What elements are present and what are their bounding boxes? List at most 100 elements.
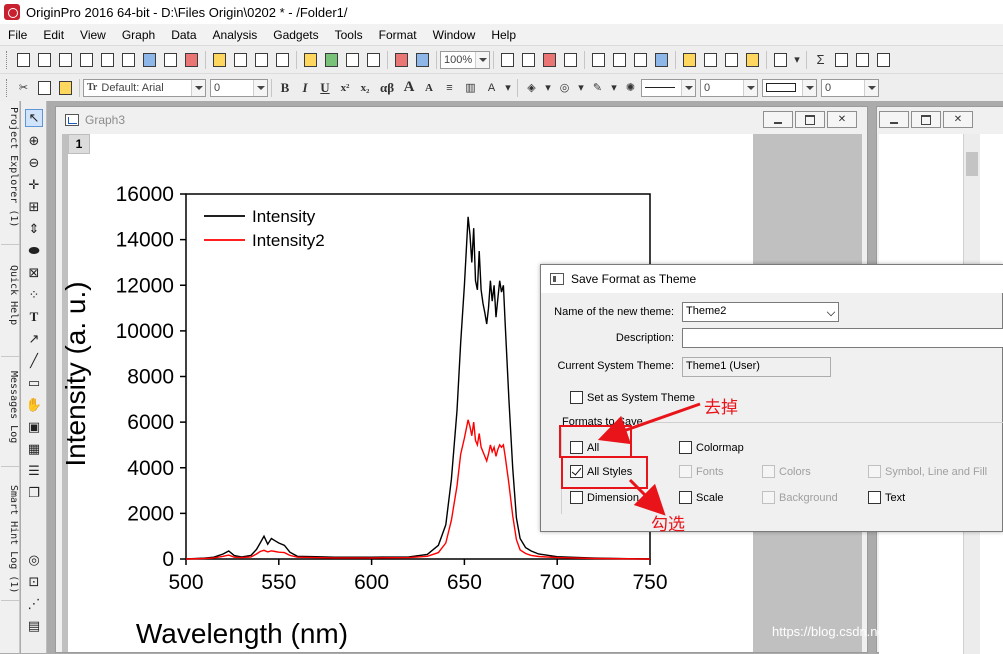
superscript-button[interactable]: x² <box>340 81 350 94</box>
chevron-down-icon[interactable] <box>743 79 757 96</box>
pointer-icon[interactable]: ↖ <box>25 109 43 127</box>
spectrum-chart[interactable]: 500 550 600 650 700 750 0 2000 4000 6000 8000 10000… <box>55 106 755 653</box>
menu-data[interactable]: Data <box>171 27 197 42</box>
sort-icon[interactable] <box>832 50 851 69</box>
script-window-icon[interactable] <box>701 50 720 69</box>
insert-formula-icon[interactable]: ⋰ <box>27 596 41 611</box>
checkbox-box[interactable] <box>679 441 692 454</box>
print-icon[interactable] <box>498 50 517 69</box>
fill-color-icon[interactable]: ◈ <box>527 82 536 94</box>
results-log-icon[interactable] <box>610 50 629 69</box>
font-size-combo[interactable]: 0 <box>210 78 268 97</box>
fonts-checkbox[interactable]: Fonts <box>679 465 724 478</box>
new-folder-icon[interactable] <box>35 50 54 69</box>
zoom-out-icon[interactable]: ⊖ <box>28 155 40 170</box>
scrollbar-thumb[interactable] <box>966 152 978 176</box>
insert-object-icon[interactable]: ⊡ <box>28 574 40 589</box>
new-project-icon[interactable] <box>14 50 33 69</box>
menu-view[interactable]: View <box>80 27 106 42</box>
italic-button[interactable]: I <box>302 79 308 95</box>
checkbox-box[interactable] <box>762 465 775 478</box>
draw-data-icon[interactable]: ⁘ <box>28 287 40 302</box>
sum-icon[interactable]: Σ <box>816 52 825 67</box>
mask-icon[interactable]: ⬬ <box>28 243 40 258</box>
border-style-combo[interactable] <box>762 78 817 97</box>
arrow-tool-icon[interactable]: ↗ <box>28 331 40 346</box>
checkbox-box[interactable] <box>762 491 775 504</box>
chevron-down-icon[interactable] <box>864 79 878 96</box>
paste-icon[interactable] <box>56 78 75 97</box>
move-layer-icon[interactable]: ☰ <box>28 463 40 478</box>
apps-icon[interactable] <box>722 50 741 69</box>
screen-reader-icon[interactable]: ✛ <box>28 177 40 192</box>
import-wizard-icon[interactable] <box>364 50 383 69</box>
checkbox-box[interactable] <box>868 491 881 504</box>
insert-worksheet-icon[interactable]: ▤ <box>27 618 41 633</box>
series-line-intensity2[interactable] <box>185 419 651 560</box>
chevron-down-icon[interactable] <box>681 79 695 96</box>
menu-analysis[interactable]: Analysis <box>212 27 258 42</box>
menu-tools[interactable]: Tools <box>334 27 363 42</box>
line-tool-icon[interactable]: ╱ <box>30 353 38 368</box>
chevron-down-icon[interactable] <box>191 79 205 96</box>
line-color-icon[interactable]: ✎ <box>592 82 603 94</box>
toolbar-overflow-icon[interactable]: ▾ <box>794 54 800 66</box>
close-button[interactable] <box>827 111 857 128</box>
chevron-down-icon[interactable]: ▾ <box>611 82 617 94</box>
new-graph-icon[interactable] <box>98 50 117 69</box>
colors-checkbox[interactable]: Colors <box>762 465 811 478</box>
font-combo[interactable]: Tr Default: Arial <box>83 78 206 97</box>
insert-graph-icon[interactable]: ▣ <box>27 419 41 434</box>
menu-file[interactable]: File <box>8 27 28 42</box>
new-layout-icon[interactable] <box>161 50 180 69</box>
data-filter-icon[interactable] <box>680 50 699 69</box>
add-column-icon[interactable] <box>771 50 790 69</box>
menu-edit[interactable]: Edit <box>43 27 65 42</box>
graph-titlebar[interactable]: Graph3 <box>56 107 867 133</box>
symbol-icon[interactable]: ✺ <box>625 82 636 94</box>
maximize-button[interactable] <box>911 111 941 128</box>
new-notes-icon[interactable] <box>182 50 201 69</box>
minimize-button[interactable] <box>879 111 909 128</box>
zoom-combo[interactable]: 100% <box>440 50 490 69</box>
tab-quick-help[interactable]: Quick Help <box>1 261 19 357</box>
code-builder-icon[interactable] <box>652 50 671 69</box>
copy-page-icon[interactable] <box>540 50 559 69</box>
more-icon[interactable] <box>874 50 893 69</box>
menu-graph[interactable]: Graph <box>121 27 156 42</box>
refresh-icon[interactable] <box>519 50 538 69</box>
checkbox-box[interactable] <box>570 441 583 454</box>
layer-stack-icon[interactable]: ❐ <box>28 485 40 500</box>
save-project-icon[interactable] <box>252 50 271 69</box>
chevron-down-icon[interactable] <box>253 79 267 96</box>
colormap-checkbox[interactable]: Colormap <box>679 441 744 454</box>
import-csv-icon[interactable] <box>322 50 341 69</box>
import-excel-icon[interactable] <box>343 50 362 69</box>
menu-format[interactable]: Format <box>378 27 417 42</box>
all-styles-checkbox[interactable]: All Styles <box>570 465 632 478</box>
open-template-icon[interactable] <box>231 50 250 69</box>
checkbox-box[interactable] <box>679 465 692 478</box>
statistics-icon[interactable] <box>853 50 872 69</box>
new-workbook-icon[interactable] <box>56 50 75 69</box>
data-reader-icon[interactable]: ⊞ <box>28 199 40 214</box>
tab-messages-log[interactable]: Messages Log <box>1 367 19 467</box>
dimension-checkbox[interactable]: Dimension <box>570 491 639 504</box>
dialog-titlebar[interactable]: Save Format as Theme <box>541 265 1003 293</box>
layer-indicator[interactable]: 1 <box>68 134 90 154</box>
text-checkbox[interactable]: Text <box>868 491 905 504</box>
chevron-down-icon[interactable]: ▾ <box>545 82 551 94</box>
chevron-down-icon[interactable]: ▾ <box>578 82 584 94</box>
increase-font-button[interactable]: A <box>403 79 415 95</box>
tab-project-explorer[interactable]: Project Explorer (1) <box>1 103 19 245</box>
set-system-theme-checkbox[interactable]: Set as System Theme <box>570 391 695 404</box>
toolbar-grip[interactable] <box>6 50 9 69</box>
new-matrix-icon[interactable] <box>119 50 138 69</box>
bold-button[interactable]: B <box>280 79 290 95</box>
new-function-icon[interactable] <box>140 50 159 69</box>
maximize-button[interactable] <box>795 111 825 128</box>
checkbox-box[interactable] <box>868 465 881 478</box>
copy-icon[interactable] <box>35 78 54 97</box>
all-checkbox[interactable]: All <box>570 441 599 454</box>
description-input[interactable] <box>682 328 1003 348</box>
